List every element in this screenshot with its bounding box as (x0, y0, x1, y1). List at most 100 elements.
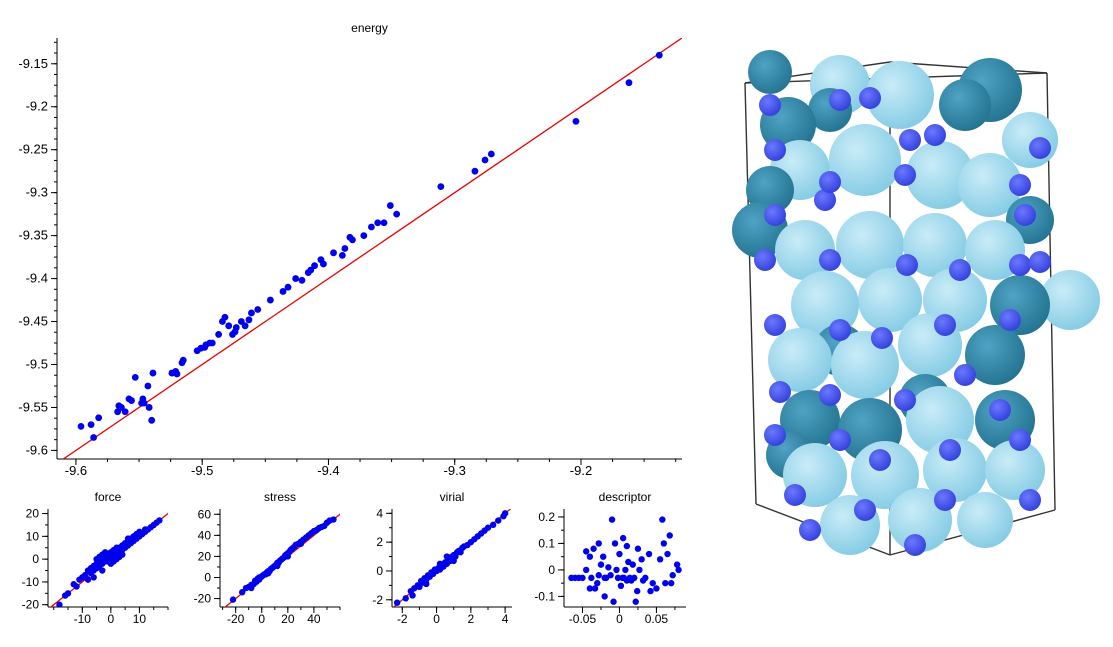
energy-point (179, 356, 187, 364)
descriptor-point (591, 585, 599, 592)
descriptor-point (586, 553, 594, 560)
descriptor-point (634, 545, 642, 552)
descriptor-point (656, 556, 664, 563)
descriptor-title: descriptor (599, 490, 652, 504)
descriptor-point (579, 574, 586, 582)
descriptor-x-tick-label: -0.05 (569, 612, 597, 626)
small-atom (871, 327, 893, 349)
descriptor-point (666, 532, 673, 539)
energy-point (248, 309, 255, 317)
virial-y-tick-label: 0 (376, 564, 383, 578)
force-point (84, 576, 92, 583)
force-y-tick-label: 10 (26, 529, 40, 543)
energy-point (349, 236, 356, 244)
large-atom-light (866, 61, 934, 129)
small-atom (854, 499, 876, 521)
small-atom (819, 171, 841, 193)
energy-point (241, 322, 249, 330)
energy-point (208, 339, 216, 347)
virial-point (501, 510, 509, 517)
energy-point (298, 276, 306, 284)
energy-y-tick-label: -9.55 (18, 399, 48, 414)
descriptor-scatter-chart: descriptor -0.05 0 0.05 0.2 0.1 0 -0.1 (534, 490, 686, 626)
virial-x-tick-label: 0 (433, 612, 440, 626)
small-atom (894, 389, 916, 411)
force-point (56, 601, 63, 607)
small-atom (859, 87, 881, 109)
energy-point (367, 223, 375, 231)
energy-y-tick-label: -9.25 (18, 142, 48, 157)
virial-point (416, 583, 423, 591)
energy-point (330, 249, 337, 257)
stress-x-tick-label: -20 (227, 612, 245, 626)
descriptor-x-tick-label: 0.05 (645, 612, 669, 626)
descriptor-point (582, 566, 590, 574)
energy-point (121, 408, 129, 416)
large-atom-light (906, 386, 974, 454)
descriptor-point (669, 572, 676, 579)
descriptor-point (668, 579, 675, 587)
virial-point (450, 557, 457, 565)
energy-point (90, 434, 98, 441)
virial-point (443, 553, 451, 560)
small-atom (989, 399, 1011, 421)
energy-point (437, 183, 445, 191)
descriptor-point (608, 516, 616, 523)
stress-x-tick-label: 0 (258, 612, 265, 626)
descriptor-point (647, 587, 654, 595)
energy-y-tick-label: -9.45 (18, 314, 48, 329)
energy-y-tick-label: -9.35 (18, 228, 48, 243)
force-y-tick-label: 20 (26, 507, 40, 521)
small-atom (754, 249, 776, 271)
small-atom (764, 424, 786, 446)
large-atom-light (923, 438, 987, 502)
energy-point (481, 156, 489, 164)
large-atom-light (858, 268, 922, 332)
energy-points (77, 51, 663, 441)
energy-x-tick-label: -9.2 (570, 463, 592, 478)
stress-point (330, 516, 337, 523)
small-atom (819, 384, 841, 406)
energy-point (131, 373, 139, 381)
descriptor-point (632, 598, 639, 605)
descriptor-point (660, 540, 668, 547)
virial-point (495, 517, 502, 524)
descriptor-point (622, 566, 629, 574)
energy-point (215, 331, 223, 338)
large-atom-light (903, 213, 967, 277)
force-y-tick-label: 0 (32, 552, 39, 566)
atomic-structure-view[interactable] (690, 0, 1113, 647)
small-atom (769, 381, 791, 403)
virial-x-tick-label: 4 (502, 612, 509, 626)
descriptor-point (599, 553, 607, 560)
small-atom (764, 139, 786, 161)
small-atom (899, 129, 921, 151)
energy-point (487, 150, 495, 158)
descriptor-point (597, 561, 605, 568)
large-atom-light (957, 492, 1013, 548)
energy-point (148, 416, 156, 424)
stress-y-tick-label: 0 (204, 570, 211, 584)
descriptor-point (617, 582, 625, 590)
stress-title: stress (264, 490, 296, 504)
force-point (90, 574, 97, 581)
descriptor-point (659, 516, 666, 523)
descriptor-point (601, 593, 608, 600)
energy-point (77, 422, 85, 430)
energy-point (386, 202, 394, 209)
descriptor-y-tick-label: -0.1 (534, 589, 555, 603)
stress-points (229, 516, 337, 603)
descriptor-point (613, 566, 620, 574)
energy-point (625, 79, 633, 87)
small-atom (799, 519, 821, 541)
stress-y-tick-label: -20 (194, 592, 212, 606)
energy-point (655, 51, 663, 59)
energy-point (393, 210, 401, 218)
descriptor-point (595, 540, 602, 547)
force-title: force (95, 490, 122, 504)
descriptor-point (638, 556, 645, 563)
virial-y-tick-label: 2 (376, 535, 383, 549)
force-point (81, 571, 89, 579)
descriptor-point (642, 574, 649, 582)
small-atom (934, 489, 956, 511)
